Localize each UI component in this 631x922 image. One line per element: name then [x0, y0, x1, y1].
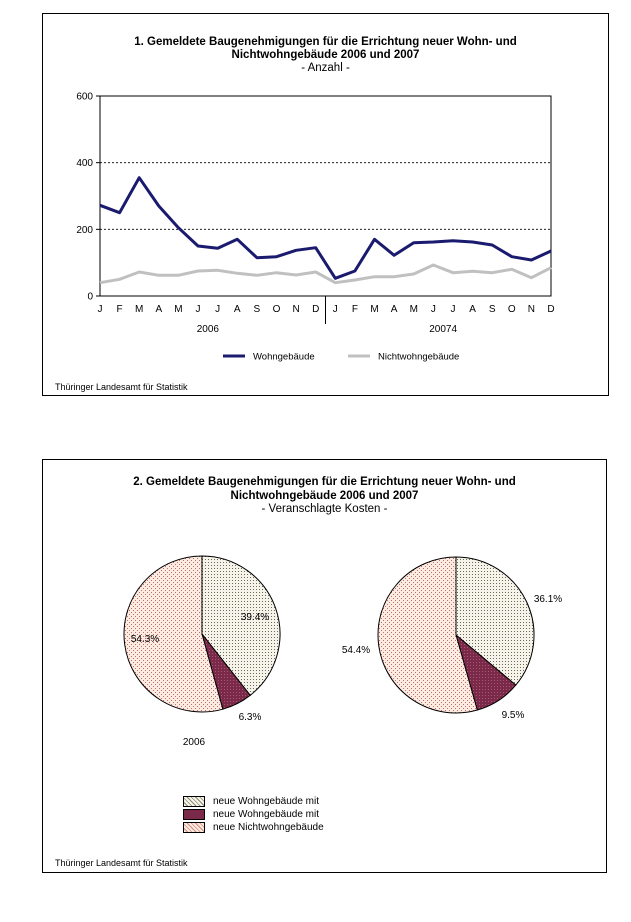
y-tick-label: 200: [76, 225, 93, 236]
legend-item-nichtwohngebaeude: neue Nichtwohngebäude: [183, 822, 324, 833]
plot-area: [99, 95, 552, 297]
pie-chart-source: Thüringer Landesamt für Statistik: [55, 858, 188, 868]
x-tick-label: D: [547, 304, 554, 315]
x-tick-label: J: [196, 304, 201, 315]
pie-value-label: 54.4%: [342, 645, 370, 656]
x-tick-label: M: [135, 304, 143, 315]
pie-slice: [377, 556, 478, 714]
x-tick-label: A: [391, 304, 398, 315]
pie-chart-subtitle: - Veranschlagte Kosten -: [261, 503, 388, 515]
x-tick-label: A: [155, 304, 162, 315]
x-tick-label: A: [469, 304, 476, 315]
x-tick-label: F: [352, 304, 358, 315]
pie-slice: [455, 556, 535, 686]
x-tick-label: O: [508, 304, 516, 315]
pie-value-label: 36.1%: [534, 594, 562, 605]
x-tick-label: S: [254, 304, 261, 315]
legend-label: neue Wohngebäude mit: [213, 796, 320, 807]
line-chart-source: Thüringer Landesamt für Statistik: [55, 382, 188, 392]
line-chart-title-line1: 1. Gemeldete Baugenehmigungen für die Er…: [134, 36, 517, 48]
y-tick-label: 400: [76, 158, 93, 169]
x-tick-label: D: [312, 304, 319, 315]
y-tick-label: 600: [76, 92, 93, 103]
pie-value-label: 6.3%: [239, 712, 262, 723]
x-tick-label: M: [370, 304, 378, 315]
pie-value-label: 9.5%: [502, 710, 525, 721]
pie-chart-title-line1: 2. Gemeldete Baugenehmigungen für die Er…: [133, 476, 516, 488]
pie-slice: [123, 555, 224, 713]
x-tick-label: J: [333, 304, 338, 315]
x-tick-label: J: [431, 304, 436, 315]
legend-item-wohngebaeude-2: neue Wohngebäude mit: [183, 809, 319, 820]
legend-label: neue Wohngebäude mit: [213, 809, 320, 820]
legend-label: neue Nichtwohngebäude: [213, 822, 324, 833]
x-tick-label: M: [174, 304, 182, 315]
x-tick-label: O: [273, 304, 281, 315]
pie-chart-panel: 2. Gemeldete Baugenehmigungen für die Er…: [42, 459, 607, 873]
x-tick-label: J: [98, 304, 103, 315]
legend-item-wohngebaeude-1: neue Wohngebäude mit: [183, 796, 319, 807]
year-label-2007: 20074: [429, 324, 457, 335]
legend-swatch: [183, 822, 205, 833]
x-tick-label: N: [528, 304, 535, 315]
x-tick-label: M: [410, 304, 418, 315]
line-chart-title-line2: Nichtwohngebäude 2006 und 2007: [231, 49, 420, 61]
pie-value-label: 39.4%: [241, 612, 269, 623]
line-chart-panel: 1. Gemeldete Baugenehmigungen für die Er…: [42, 13, 609, 396]
x-tick-label: J: [450, 304, 455, 315]
series-line-nichtwohngebaeude: [99, 263, 552, 285]
x-tick-label: N: [292, 304, 299, 315]
x-tick-label: J: [215, 304, 220, 315]
x-tick-label: F: [117, 304, 123, 315]
pie-chart-svg: 39.4% 6.3% 54.3% 2006 36.1% 9.5% 54.4%: [123, 555, 562, 748]
year-label-2006: 2006: [197, 324, 220, 335]
pie-chart-title-line2: Nichtwohngebäude 2006 und 2007: [230, 490, 419, 502]
legend-label: Nichtwohngebäude: [378, 352, 459, 363]
x-tick-label: S: [489, 304, 496, 315]
pie-value-label: 54.3%: [131, 634, 159, 645]
y-tick-label: 0: [87, 292, 93, 303]
line-chart-subtitle: - Anzahl -: [301, 62, 350, 74]
series-line-wohngebaeude: [99, 176, 552, 280]
legend-label: Wohngebäude: [253, 352, 315, 363]
legend-swatch: [183, 796, 205, 807]
x-tick-label: A: [234, 304, 241, 315]
legend-swatch: [183, 809, 205, 820]
pie-slice: [201, 555, 281, 697]
pie-year-label: 2006: [183, 737, 206, 748]
